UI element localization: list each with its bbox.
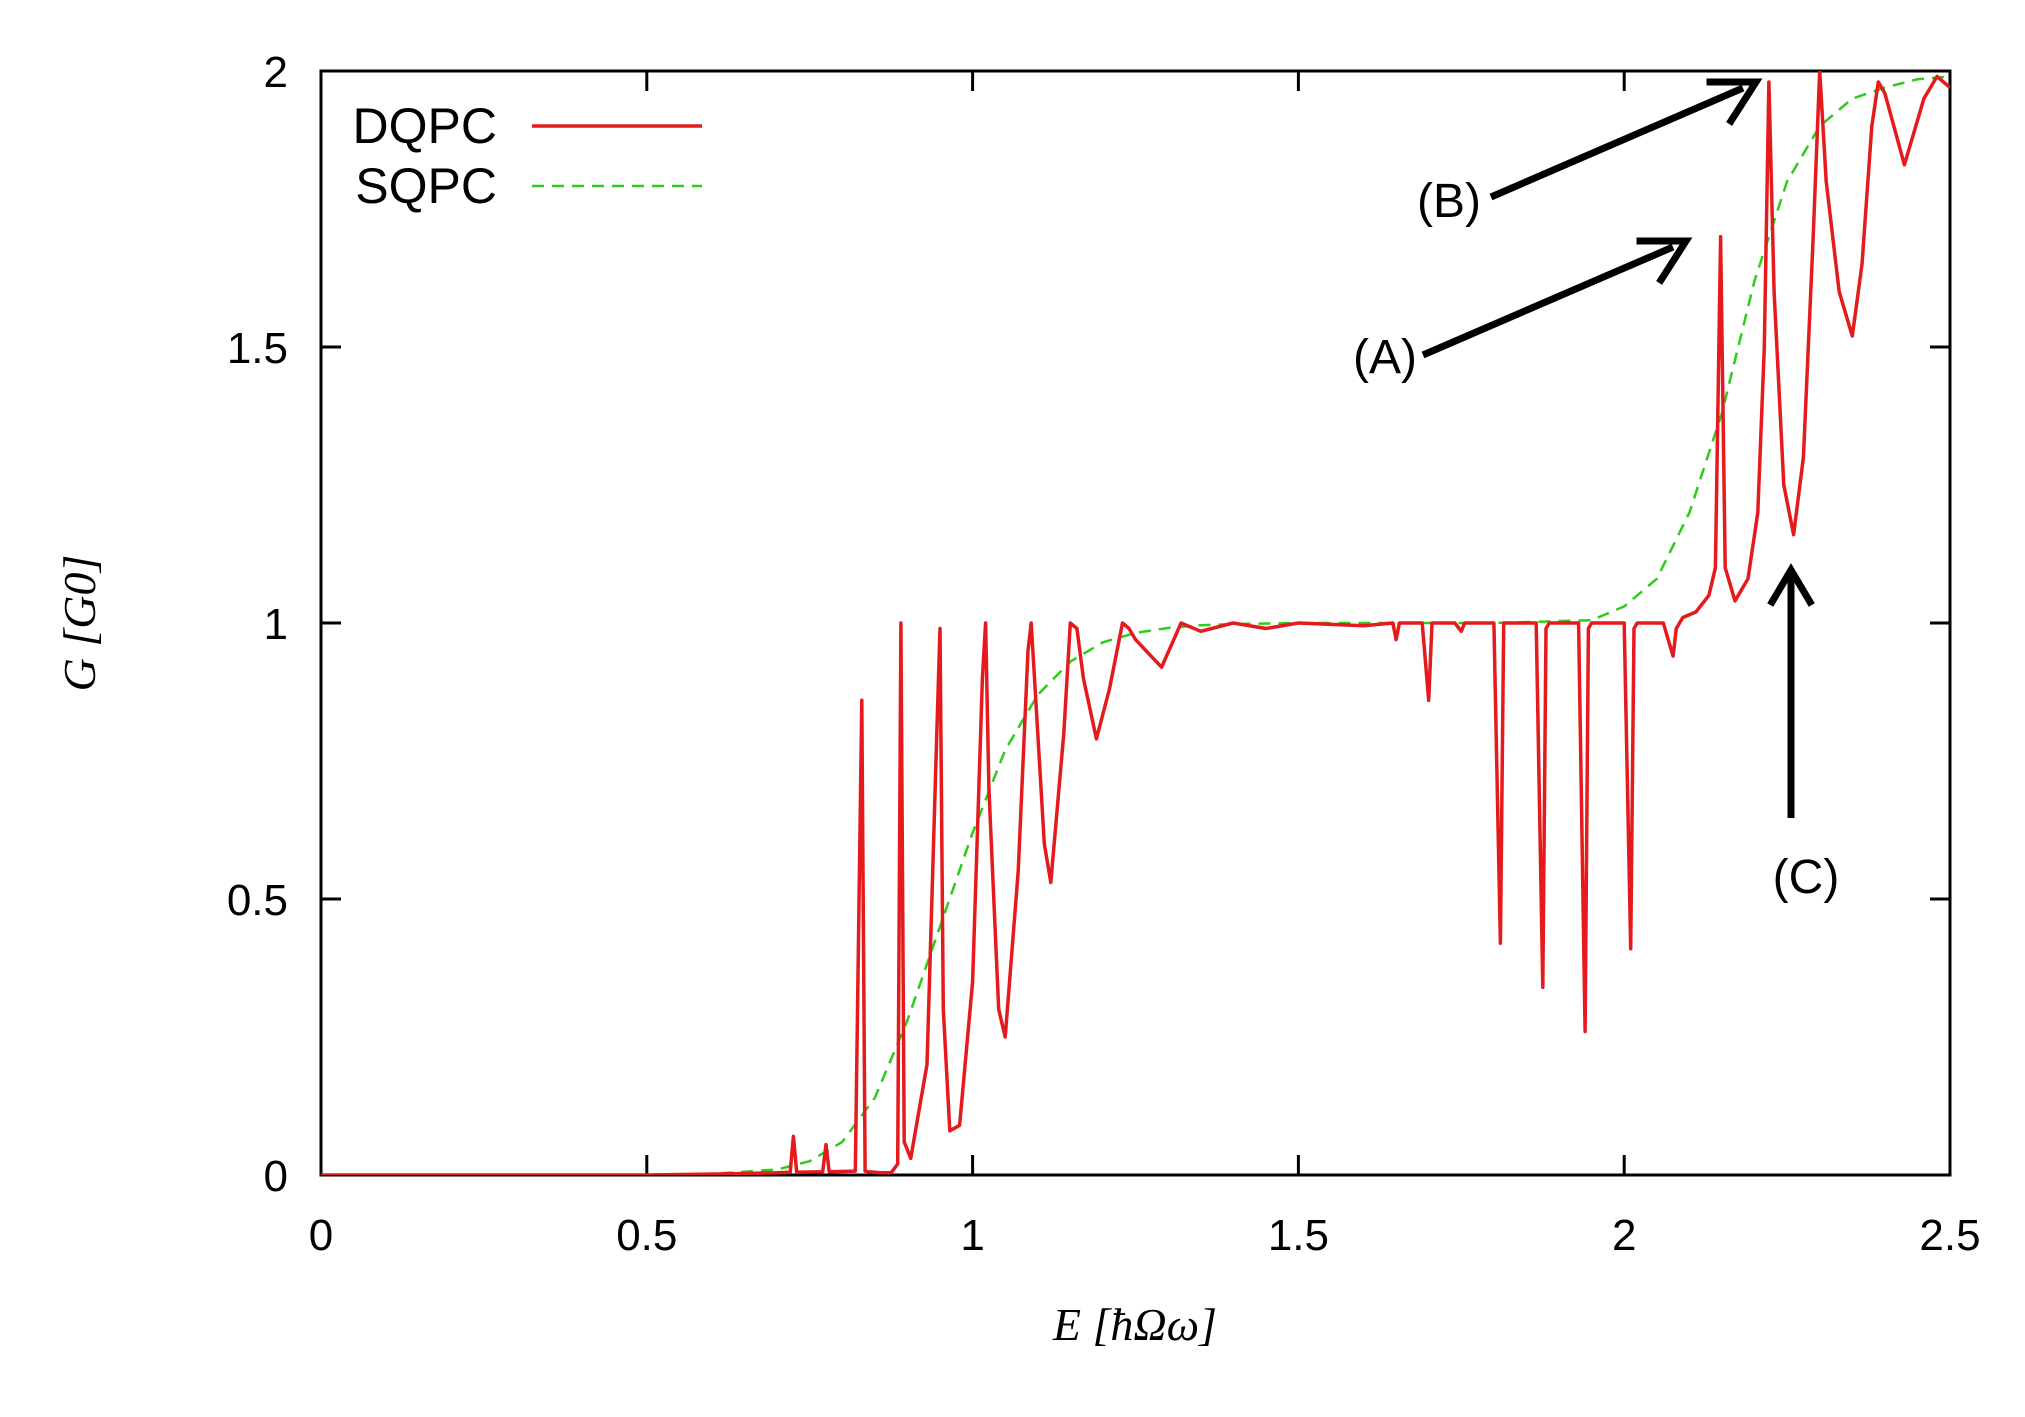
y-tick-label: 2 <box>264 48 288 97</box>
x-tick-label: 0.5 <box>616 1211 677 1260</box>
annotation-arrowhead-a <box>1636 237 1693 285</box>
x-tick-label: 1 <box>960 1211 984 1260</box>
plot-frame <box>319 69 1952 1177</box>
annotation-label-a: (A) <box>1353 331 1417 384</box>
annotation-label-b: (B) <box>1417 175 1481 228</box>
x-tick-label: 1.5 <box>1268 1211 1329 1260</box>
legend-label-dqpc: DQPC <box>353 98 497 154</box>
x-tick-label: 2.5 <box>1919 1211 1980 1260</box>
series-line-dqpc <box>321 71 1950 1175</box>
legend-label-sqpc: SQPC <box>355 158 497 214</box>
y-axis-label: G [G0] <box>54 555 105 692</box>
x-axis-label: E [ħΩω] <box>1052 1299 1217 1350</box>
annotation-arrow-b <box>1489 84 1745 201</box>
annotation-arrows <box>1421 78 1815 818</box>
x-tick-label: 2 <box>1612 1211 1636 1260</box>
annotation-arrow-a <box>1421 243 1675 359</box>
annotation-arrowhead-b <box>1706 78 1763 126</box>
y-tick-label: 0.5 <box>227 876 288 925</box>
tick-labels: 0 0.5 1 1.5 2 2.5 0 0.5 1 1.5 2 <box>227 48 1981 1260</box>
series-line-sqpc <box>321 75 1950 1175</box>
annotation-arrowhead-c <box>1767 563 1815 607</box>
x-tick-label: 0 <box>309 1211 333 1260</box>
y-tick-label: 0 <box>264 1152 288 1201</box>
y-tick-label: 1 <box>264 600 288 649</box>
axis-ticks <box>319 69 1952 1177</box>
y-tick-label: 1.5 <box>227 324 288 373</box>
legend: DQPC SQPC <box>353 98 702 214</box>
series-layer <box>321 71 1950 1175</box>
annotation-label-c: (C) <box>1773 851 1840 904</box>
